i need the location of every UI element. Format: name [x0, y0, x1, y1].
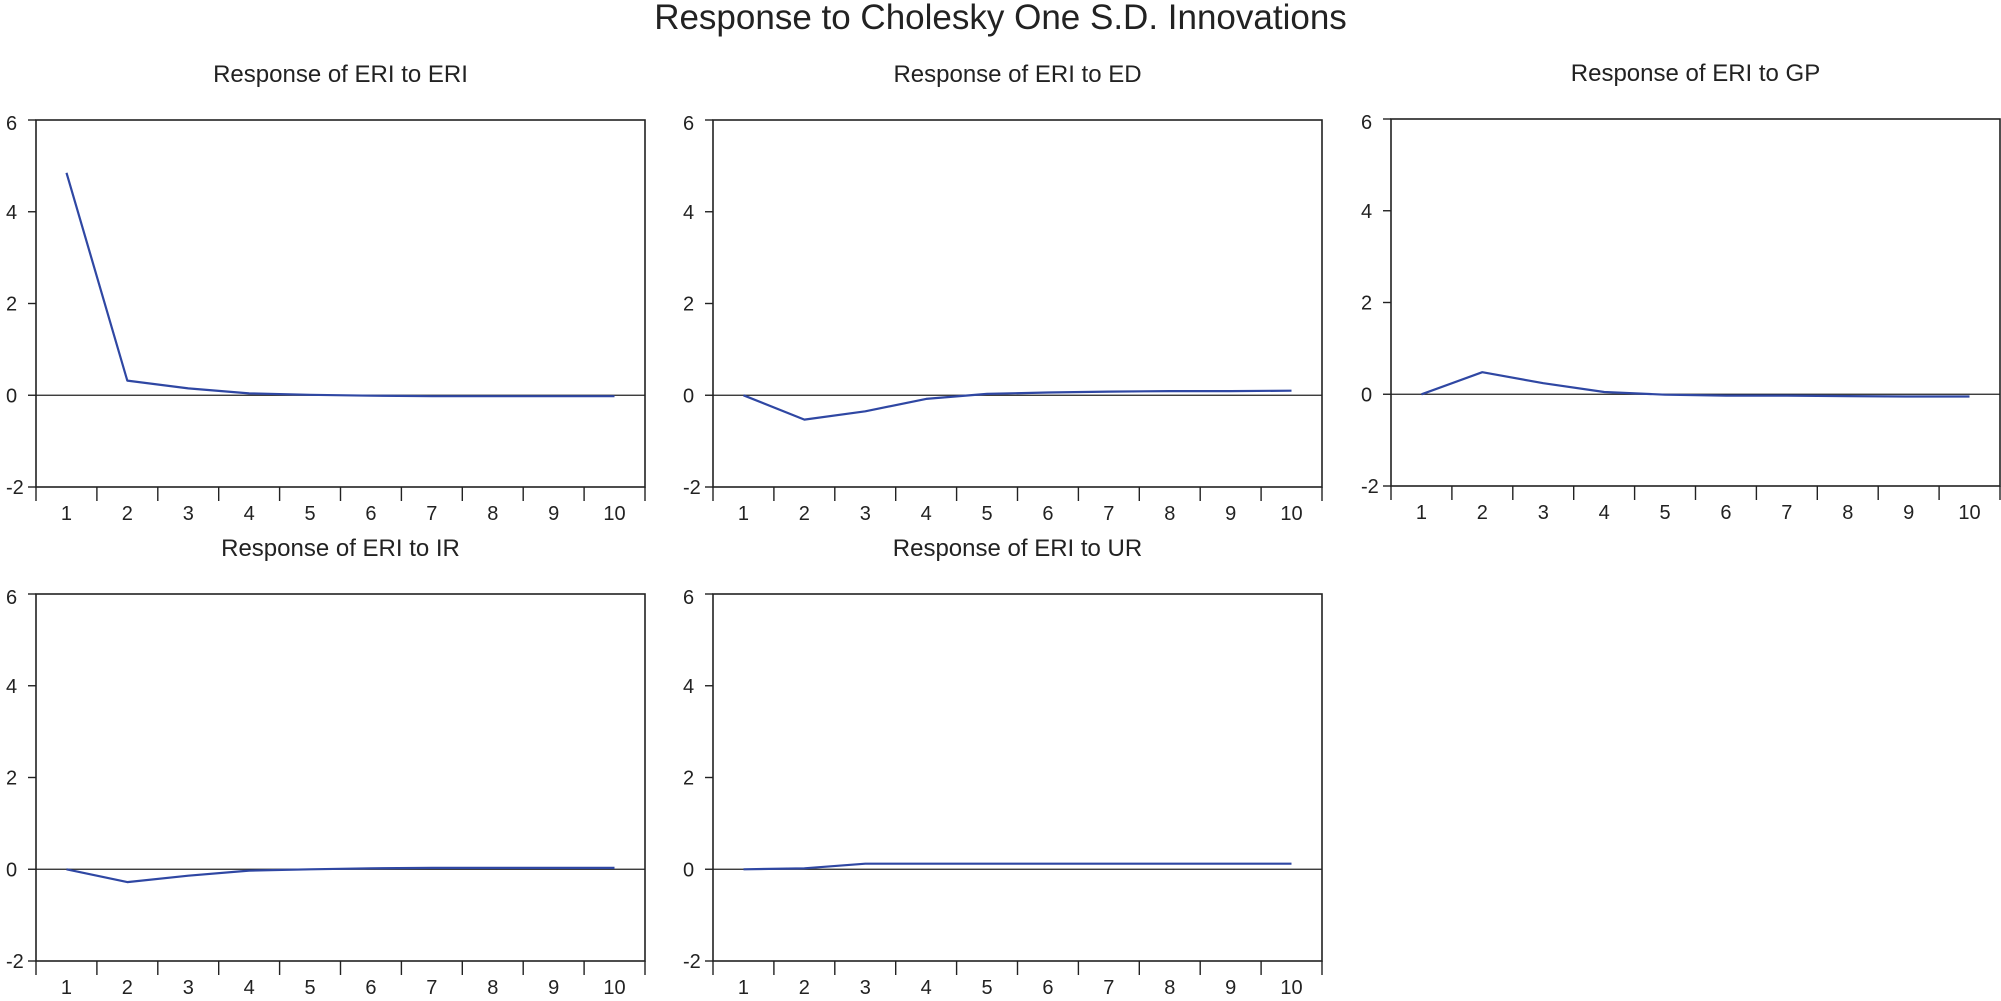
response-line	[743, 862, 1292, 871]
x-tick-label: 7	[1103, 503, 1114, 525]
irf-panel-5: Response of ERI to UR -2 0 2 4 6 1 2 3 4 5 6 7 8 9 10	[683, 535, 1323, 999]
x-tick-label: 8	[1164, 503, 1175, 525]
y-tick-label: 2	[6, 294, 17, 316]
figure-title: Response to Cholesky One S.D. Innovation…	[654, 0, 1347, 37]
x-tick-label: 10	[1280, 503, 1302, 525]
y-tick-label: 4	[6, 676, 17, 698]
y-tick-label: 2	[6, 768, 17, 790]
x-tick-label: 1	[61, 977, 72, 999]
y-tick-label: 2	[1361, 293, 1372, 315]
x-tick-label: 1	[738, 977, 749, 999]
x-tick-label: 5	[981, 503, 992, 525]
irf-panel-3: Response of ERI to GP -2 0 2 4 6 1 2 3 4 5 6 7 8 9 10	[1361, 60, 2001, 524]
y-tick-label: 6	[6, 113, 17, 135]
panel-title: Response of ERI to ED	[893, 61, 1141, 88]
x-tick-label: 1	[1416, 502, 1427, 524]
x-tick-label: 9	[548, 977, 559, 999]
x-tick-label: 10	[603, 503, 625, 525]
x-tick-label: 9	[1225, 503, 1236, 525]
x-tick-label: 3	[860, 977, 871, 999]
y-tick-label: -2	[683, 477, 701, 499]
x-tick-label: 4	[244, 977, 255, 999]
y-tick-label: 4	[683, 202, 694, 224]
x-tick-label: 7	[1103, 977, 1114, 999]
y-tick-label: 6	[6, 587, 17, 609]
x-tick-label: 5	[1659, 502, 1670, 524]
panel-title: Response of ERI to ERI	[213, 61, 468, 88]
irf-panel-4: Response of ERI to IR -2 0 2 4 6 1 2 3 4 5 6 7 8 9 10	[6, 535, 646, 999]
x-tick-label: 10	[1958, 502, 1980, 524]
x-tick-label: 7	[426, 503, 437, 525]
y-tick-label: -2	[6, 477, 24, 499]
y-tick-label: 0	[1361, 384, 1372, 406]
x-tick-label: 6	[1720, 502, 1731, 524]
x-tick-label: 10	[1280, 977, 1302, 999]
y-tick-label: 0	[683, 385, 694, 407]
y-tick-label: 0	[6, 859, 17, 881]
y-tick-label: -2	[1361, 476, 1379, 498]
x-tick-label: 6	[1042, 977, 1053, 999]
x-tick-label: 8	[1164, 977, 1175, 999]
x-tick-label: 8	[487, 977, 498, 999]
y-tick-label: -2	[683, 951, 701, 973]
y-tick-label: 6	[1361, 112, 1372, 134]
x-tick-label: 3	[183, 977, 194, 999]
x-tick-label: 9	[1903, 502, 1914, 524]
y-tick-label: -2	[6, 951, 24, 973]
y-tick-label: 2	[683, 768, 694, 790]
y-tick-label: 0	[683, 859, 694, 881]
response-line	[65, 172, 615, 398]
panel-title: Response of ERI to UR	[893, 535, 1142, 562]
plot-frame	[35, 119, 646, 488]
panel-title: Response of ERI to IR	[221, 535, 460, 562]
x-tick-label: 2	[1477, 502, 1488, 524]
x-tick-label: 8	[487, 503, 498, 525]
irf-panel-1: Response of ERI to ERI -2 0 2 4 6 1 2 3 4 5 6 7 8 9 10	[6, 61, 646, 525]
x-tick-label: 3	[183, 503, 194, 525]
y-tick-label: 2	[683, 294, 694, 316]
x-tick-label: 1	[61, 503, 72, 525]
x-tick-label: 5	[304, 503, 315, 525]
x-tick-label: 9	[1225, 977, 1236, 999]
y-tick-label: 6	[683, 113, 694, 135]
x-tick-label: 4	[921, 503, 932, 525]
x-tick-label: 9	[548, 503, 559, 525]
plot-frame	[35, 593, 646, 962]
x-tick-label: 6	[365, 977, 376, 999]
x-tick-label: 4	[1599, 502, 1610, 524]
x-tick-label: 2	[122, 977, 133, 999]
response-line	[743, 389, 1292, 421]
x-tick-label: 7	[426, 977, 437, 999]
response-line	[1421, 371, 1970, 398]
plot-frame	[712, 119, 1323, 488]
plot-frame	[1390, 118, 2001, 487]
x-tick-label: 2	[799, 503, 810, 525]
irf-panel-2: Response of ERI to ED -2 0 2 4 6 1 2 3 4 5 6 7 8 9 10	[683, 61, 1323, 525]
x-tick-label: 2	[122, 503, 133, 525]
x-tick-label: 8	[1842, 502, 1853, 524]
plot-frame	[712, 593, 1323, 962]
panel-title: Response of ERI to GP	[1571, 60, 1820, 87]
x-tick-label: 3	[1538, 502, 1549, 524]
y-tick-label: 6	[683, 587, 694, 609]
x-tick-label: 7	[1781, 502, 1792, 524]
response-line	[66, 866, 615, 884]
x-tick-label: 2	[799, 977, 810, 999]
x-tick-label: 6	[1042, 503, 1053, 525]
x-tick-label: 10	[603, 977, 625, 999]
x-tick-label: 1	[738, 503, 749, 525]
x-tick-label: 6	[365, 503, 376, 525]
x-tick-label: 4	[244, 503, 255, 525]
x-tick-label: 3	[860, 503, 871, 525]
x-tick-label: 5	[981, 977, 992, 999]
x-tick-label: 5	[304, 977, 315, 999]
y-tick-label: 4	[1361, 201, 1372, 223]
y-tick-label: 4	[683, 676, 694, 698]
x-tick-label: 4	[921, 977, 932, 999]
y-tick-label: 0	[6, 385, 17, 407]
y-tick-label: 4	[6, 202, 17, 224]
